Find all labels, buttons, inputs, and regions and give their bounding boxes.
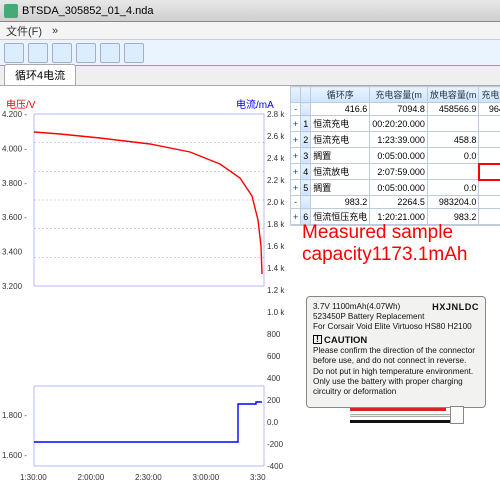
voltage-current-chart: 电压/V电流/mA3.2003.4003.600 -3.800 -4.000 -… — [0, 86, 290, 500]
svg-text:1.800 -: 1.800 - — [2, 411, 27, 420]
expand-toggle[interactable]: + — [291, 209, 301, 225]
svg-text:2.0 k: 2.0 k — [267, 198, 285, 207]
battery-spec2: 523450P Battery Replacement — [313, 312, 479, 322]
expand-toggle[interactable]: + — [291, 132, 301, 148]
table-row[interactable]: +5搁置0:05:00.0000.00.0 — [291, 180, 500, 196]
table-row[interactable]: +1恒流充电00:20:20.0000.0300.0 — [291, 116, 500, 132]
svg-text:400: 400 — [267, 374, 281, 383]
toolbar-button-3[interactable] — [52, 43, 72, 63]
chart-panel: 电压/V电流/mA3.2003.4003.600 -3.800 -4.000 -… — [0, 86, 290, 500]
svg-text:1.0 k: 1.0 k — [267, 308, 285, 317]
svg-text:1.2 k: 1.2 k — [267, 286, 285, 295]
svg-text:3.800 -: 3.800 - — [2, 179, 27, 188]
table-row[interactable]: +3搁置0:05:00.0000.00.0 — [291, 148, 500, 164]
expand-toggle[interactable]: + — [291, 116, 301, 132]
table-header[interactable]: 充电比容量 — [479, 87, 500, 103]
battery-spec3: For Corsair Void Elite Virtuoso HS80 H21… — [313, 322, 479, 332]
tab-chart[interactable]: 循环4电流 — [4, 64, 76, 85]
toolbar-button-2[interactable] — [28, 43, 48, 63]
svg-text:2:00:00: 2:00:00 — [78, 473, 105, 482]
svg-text:3.200: 3.200 — [2, 282, 23, 291]
table-row[interactable]: -983.22264.5983204.0 — [291, 196, 500, 209]
svg-text:1.8 k: 1.8 k — [267, 220, 285, 229]
svg-text:2.6 k: 2.6 k — [267, 132, 285, 141]
wire-white — [350, 414, 450, 417]
expand-toggle[interactable]: - — [291, 103, 301, 116]
svg-text:2:30:00: 2:30:00 — [135, 473, 162, 482]
tabbar: 循环4电流 — [0, 66, 500, 86]
table-row[interactable]: +4恒流放电2:07:59.0001173.11173154.6 — [291, 164, 500, 180]
toolbar-button-5[interactable] — [100, 43, 120, 63]
battery-photo: HXJNLDC 3.7V 1100mAh(4.07Wh) 523450P Bat… — [300, 290, 492, 440]
expand-toggle[interactable]: + — [291, 164, 301, 180]
svg-text:2.4 k: 2.4 k — [267, 154, 285, 163]
svg-text:4.200 -: 4.200 - — [2, 110, 27, 119]
svg-text:2.2 k: 2.2 k — [267, 176, 285, 185]
svg-text:1.600 -: 1.600 - — [2, 451, 27, 460]
svg-text:200: 200 — [267, 396, 281, 405]
svg-text:0.0: 0.0 — [267, 418, 279, 427]
data-table: 循环序充电容量(m放电容量(m充电比容量放电比容-416.67094.84585… — [290, 86, 500, 225]
battery-warn5: circuitry or deformation — [313, 387, 479, 397]
svg-text:-400: -400 — [267, 462, 284, 471]
table-header[interactable]: 循环序 — [311, 87, 370, 103]
toolbar-button-4[interactable] — [76, 43, 96, 63]
battery-brand: HXJNLDC — [432, 302, 479, 313]
menu-file[interactable]: 文件(F) — [6, 23, 42, 39]
expand-toggle[interactable]: + — [291, 148, 301, 164]
table-header[interactable]: 放电容量(m — [427, 87, 479, 103]
data-table-wrap: 循环序充电容量(m放电容量(m充电比容量放电比容-416.67094.84585… — [290, 86, 500, 226]
svg-text:1.4 k: 1.4 k — [267, 264, 285, 273]
battery-warn4: Only use the battery with proper chargin… — [313, 377, 479, 387]
svg-text:4.000 -: 4.000 - — [2, 144, 27, 153]
battery-caution: CAUTION — [313, 335, 479, 347]
warning-icon — [313, 335, 322, 344]
battery-label: HXJNLDC 3.7V 1100mAh(4.07Wh) 523450P Bat… — [306, 296, 486, 408]
wire-black — [350, 420, 454, 423]
battery-warn1: Please confirm the direction of the conn… — [313, 346, 479, 356]
svg-text:1.6 k: 1.6 k — [267, 242, 285, 251]
app-icon — [4, 4, 18, 18]
toolbar-button-6[interactable] — [124, 43, 144, 63]
svg-text:600: 600 — [267, 352, 281, 361]
svg-text:-200: -200 — [267, 440, 284, 449]
table-row[interactable]: +2恒流充电1:23:39.000458.8458566.9 — [291, 132, 500, 148]
window-titlebar: BTSDA_305852_01_4.nda — [0, 0, 500, 22]
table-header[interactable]: 充电容量(m — [370, 87, 428, 103]
expand-toggle[interactable]: - — [291, 196, 301, 209]
svg-text:3.400: 3.400 — [2, 248, 23, 257]
expand-toggle[interactable]: + — [291, 180, 301, 196]
battery-warn2: before use, and do not connect in revers… — [313, 356, 479, 366]
svg-text:800: 800 — [267, 330, 281, 339]
svg-text:2.8 k: 2.8 k — [267, 110, 285, 119]
window-title: BTSDA_305852_01_4.nda — [22, 5, 154, 17]
battery-wires — [350, 404, 460, 440]
table-row[interactable]: -416.67094.8458566.9964625.9 — [291, 103, 500, 116]
table-row[interactable]: +6恒流恒压充电1:20:21.000983.2983204.0 — [291, 209, 500, 225]
toolbar-button-1[interactable] — [4, 43, 24, 63]
highlighted-capacity: 1173.1 — [479, 164, 500, 180]
svg-text:3:30: 3:30 — [250, 473, 266, 482]
wire-connector — [450, 406, 464, 424]
svg-text:3.600 -: 3.600 - — [2, 213, 27, 222]
battery-warn3: Do not put in high temperature environme… — [313, 367, 479, 377]
svg-text:3:00:00: 3:00:00 — [193, 473, 220, 482]
menubar: 文件(F) » — [0, 22, 500, 40]
menu-more[interactable]: » — [52, 25, 58, 37]
toolbar — [0, 40, 500, 66]
wire-red — [350, 408, 446, 411]
svg-text:1:30:00: 1:30:00 — [20, 473, 47, 482]
